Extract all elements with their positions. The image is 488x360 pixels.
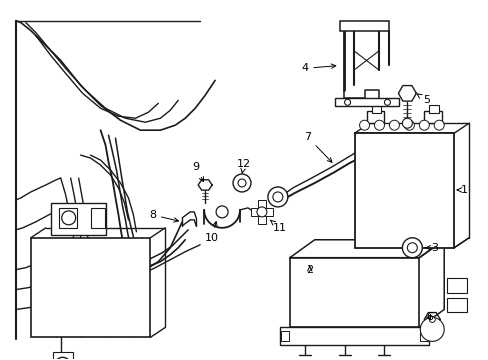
Circle shape	[388, 120, 399, 130]
Circle shape	[267, 187, 287, 207]
Circle shape	[256, 207, 266, 217]
Circle shape	[428, 316, 434, 323]
Text: 2: 2	[305, 265, 313, 275]
Bar	[371, 105, 381, 113]
Bar	[258, 200, 265, 208]
Circle shape	[402, 118, 411, 128]
Circle shape	[61, 211, 76, 225]
Bar	[339, 21, 388, 31]
Circle shape	[233, 174, 250, 192]
Bar	[250, 208, 259, 216]
Bar	[334, 98, 399, 106]
Bar	[279, 328, 428, 345]
Circle shape	[374, 120, 384, 130]
Circle shape	[404, 120, 413, 130]
Text: 12: 12	[237, 159, 250, 173]
Bar	[90, 208, 104, 228]
Text: 7: 7	[304, 132, 331, 162]
Bar	[424, 111, 441, 123]
Bar	[447, 278, 466, 293]
Text: 6: 6	[425, 312, 432, 323]
Circle shape	[419, 120, 428, 130]
Circle shape	[384, 99, 389, 105]
Bar	[59, 208, 77, 228]
Circle shape	[407, 243, 416, 253]
Circle shape	[402, 238, 422, 258]
Bar	[264, 208, 272, 216]
Circle shape	[216, 206, 227, 218]
Bar	[354, 133, 453, 248]
Bar	[31, 238, 150, 337]
Bar	[447, 298, 466, 312]
Text: 10: 10	[204, 222, 219, 243]
Text: 1: 1	[456, 185, 467, 195]
Bar	[420, 332, 427, 341]
Text: 4: 4	[301, 63, 335, 73]
Circle shape	[433, 120, 443, 130]
Text: 11: 11	[269, 220, 286, 233]
Bar	[53, 352, 73, 360]
Text: 5: 5	[416, 94, 429, 105]
Circle shape	[359, 120, 369, 130]
Bar	[289, 258, 419, 328]
Circle shape	[420, 318, 443, 341]
Bar	[428, 105, 438, 113]
Circle shape	[238, 179, 245, 187]
Circle shape	[55, 357, 71, 360]
Bar	[280, 332, 288, 341]
Text: 9: 9	[192, 162, 203, 181]
Bar	[51, 203, 105, 235]
Bar	[366, 111, 384, 123]
Circle shape	[344, 99, 350, 105]
Bar	[258, 216, 265, 224]
Text: 3: 3	[425, 243, 437, 253]
Circle shape	[272, 192, 282, 202]
Text: 8: 8	[148, 210, 178, 222]
